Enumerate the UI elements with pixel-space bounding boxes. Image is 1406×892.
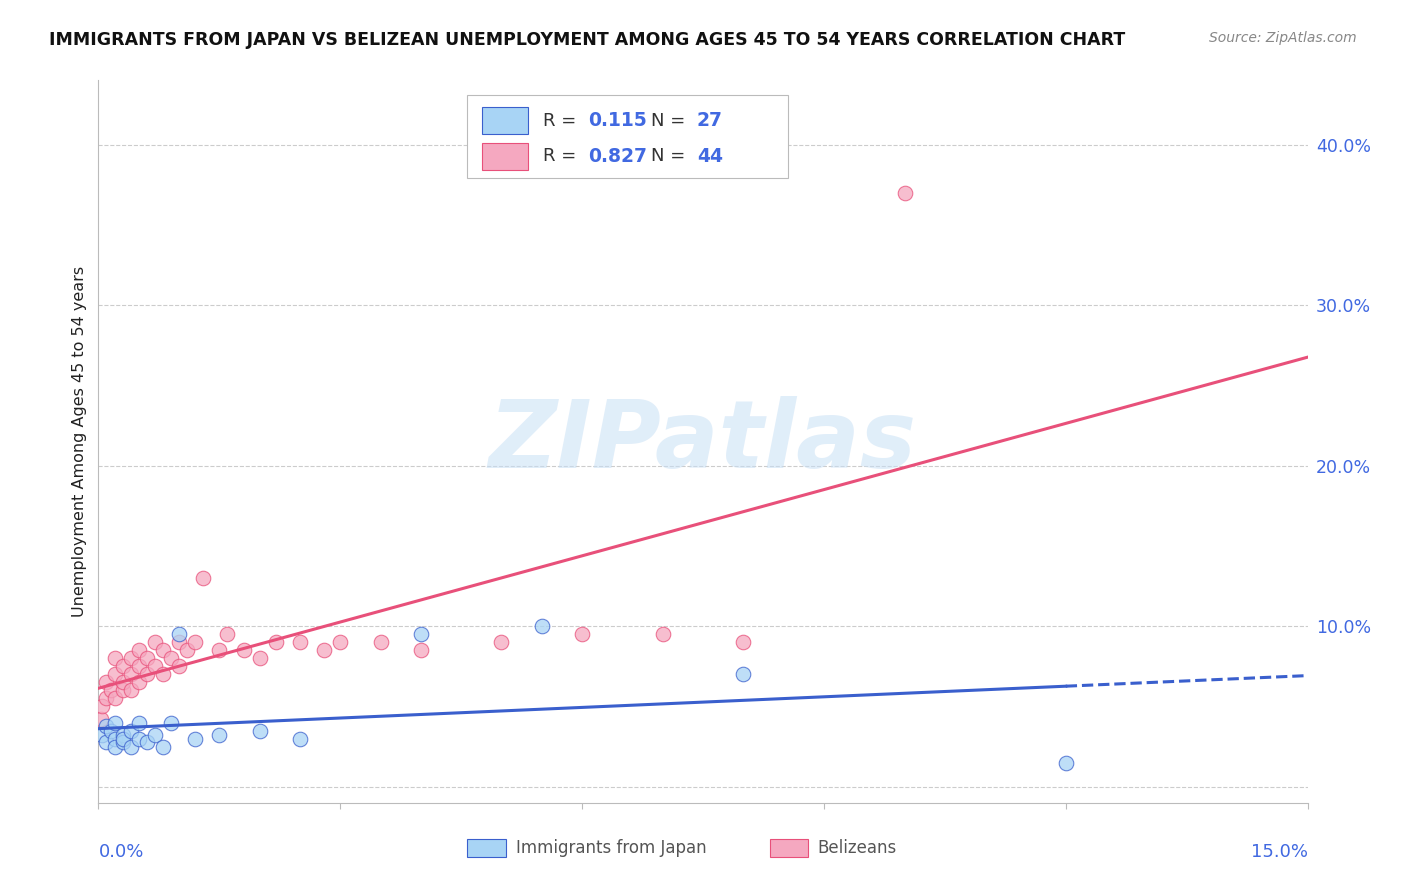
Point	[409, 643, 432, 657]
Point	[100, 683, 122, 698]
Text: 44: 44	[697, 147, 723, 166]
Point	[111, 659, 134, 673]
Text: Source: ZipAtlas.com: Source: ZipAtlas.com	[1209, 31, 1357, 45]
Point	[370, 635, 392, 649]
Point	[249, 723, 271, 738]
Point	[111, 683, 134, 698]
Point	[128, 731, 150, 746]
FancyBboxPatch shape	[482, 143, 527, 170]
Text: R =: R =	[543, 112, 582, 129]
Text: 15.0%: 15.0%	[1250, 843, 1308, 861]
FancyBboxPatch shape	[467, 838, 506, 857]
Point	[103, 691, 125, 706]
Point	[143, 659, 166, 673]
Point	[103, 731, 125, 746]
Point	[128, 659, 150, 673]
Point	[103, 651, 125, 665]
Point	[184, 731, 207, 746]
Text: Immigrants from Japan: Immigrants from Japan	[516, 839, 706, 857]
Point	[530, 619, 553, 633]
Point	[96, 675, 118, 690]
Point	[96, 719, 118, 733]
Point	[208, 643, 231, 657]
Point	[176, 643, 198, 657]
Point	[264, 635, 287, 649]
Point	[111, 675, 134, 690]
Text: N =: N =	[651, 147, 690, 165]
Point	[111, 731, 134, 746]
Point	[329, 635, 352, 649]
Point	[288, 731, 311, 746]
Point	[143, 635, 166, 649]
Point	[288, 635, 311, 649]
Point	[651, 627, 673, 641]
Point	[208, 728, 231, 742]
Point	[135, 735, 157, 749]
Point	[143, 728, 166, 742]
Point	[232, 643, 254, 657]
Point	[96, 691, 118, 706]
Point	[91, 728, 114, 742]
Point	[90, 712, 112, 726]
Point	[217, 627, 239, 641]
Point	[249, 651, 271, 665]
Point	[733, 635, 755, 649]
FancyBboxPatch shape	[467, 95, 787, 178]
Point	[167, 635, 190, 649]
Point	[135, 667, 157, 681]
Text: 27: 27	[697, 112, 723, 130]
Point	[120, 667, 142, 681]
Point	[571, 627, 593, 641]
Point	[167, 659, 190, 673]
Point	[120, 723, 142, 738]
Point	[111, 728, 134, 742]
Point	[120, 739, 142, 754]
Point	[1054, 756, 1077, 770]
Point	[733, 667, 755, 681]
Y-axis label: Unemployment Among Ages 45 to 54 years: Unemployment Among Ages 45 to 54 years	[72, 266, 87, 617]
Text: N =: N =	[651, 112, 690, 129]
Point	[152, 643, 174, 657]
Point	[128, 643, 150, 657]
FancyBboxPatch shape	[482, 107, 527, 135]
Point	[152, 739, 174, 754]
Point	[184, 635, 207, 649]
Text: 0.115: 0.115	[588, 112, 647, 130]
FancyBboxPatch shape	[769, 838, 808, 857]
Point	[103, 715, 125, 730]
Point	[314, 643, 336, 657]
Text: Belizeans: Belizeans	[818, 839, 897, 857]
Point	[103, 667, 125, 681]
Point	[103, 739, 125, 754]
Text: 0.827: 0.827	[588, 147, 647, 166]
Point	[491, 635, 513, 649]
Point	[96, 735, 118, 749]
Point	[167, 627, 190, 641]
Point	[152, 667, 174, 681]
Point	[193, 571, 215, 585]
Point	[111, 735, 134, 749]
Text: ZIPatlas: ZIPatlas	[489, 395, 917, 488]
Point	[91, 699, 114, 714]
Point	[120, 683, 142, 698]
Point	[128, 675, 150, 690]
Text: 0.0%: 0.0%	[98, 843, 143, 861]
Text: R =: R =	[543, 147, 582, 165]
Point	[160, 715, 183, 730]
Point	[160, 651, 183, 665]
Point	[135, 651, 157, 665]
Point	[120, 651, 142, 665]
Point	[409, 627, 432, 641]
Text: IMMIGRANTS FROM JAPAN VS BELIZEAN UNEMPLOYMENT AMONG AGES 45 TO 54 YEARS CORRELA: IMMIGRANTS FROM JAPAN VS BELIZEAN UNEMPL…	[49, 31, 1125, 49]
Point	[100, 723, 122, 738]
Point	[893, 186, 915, 200]
Point	[128, 715, 150, 730]
